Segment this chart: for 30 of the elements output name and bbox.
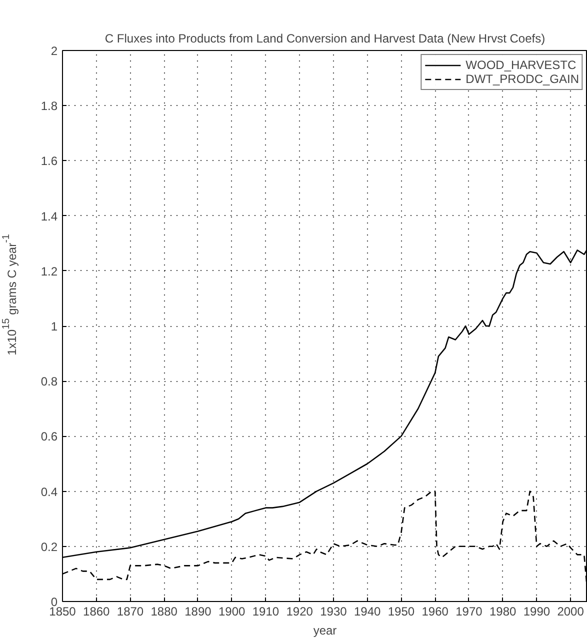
y-tick-label: 1.2 (40, 264, 58, 278)
x-tick-label: 1850 (49, 604, 76, 618)
x-axis-title: year (313, 624, 337, 638)
x-tick-label: 1970 (456, 604, 483, 618)
chart-title: C Fluxes into Products from Land Conversion and Harvest Data (New Hrvst Coefs) (104, 32, 546, 46)
x-tick-label: 2000 (557, 604, 584, 618)
x-tick-label: 1860 (83, 604, 110, 618)
legend-label: WOOD_HARVESTC (466, 58, 576, 72)
legend-label: DWT_PRODC_GAIN (466, 72, 579, 86)
y-tick-label: 0.2 (40, 540, 58, 554)
x-tick-label: 1910 (252, 604, 280, 618)
x-tick-label: 1990 (523, 604, 550, 618)
x-tick-label: 1870 (116, 604, 144, 618)
x-tick-label: 1930 (320, 604, 348, 618)
x-tick-label: 1900 (218, 604, 246, 618)
x-tick-label: 1960 (422, 604, 449, 618)
y-tick-label: 1.8 (40, 99, 58, 114)
x-tick-label: 1890 (184, 604, 212, 618)
x-tick-label: 1980 (489, 604, 516, 618)
y-tick-label: 0.4 (40, 484, 58, 499)
y-tick-label: 2 (50, 44, 58, 58)
x-tick-label: 1940 (354, 604, 382, 618)
y-tick-label: 0.8 (40, 374, 58, 389)
y-tick-label: 1.4 (40, 209, 58, 224)
y-tick-label: 0.6 (40, 430, 58, 444)
y-tick-label: 1.6 (40, 154, 58, 168)
x-tick-label: 1920 (286, 604, 314, 618)
y-tick-label: 1 (50, 320, 58, 334)
x-tick-label: 1950 (388, 604, 415, 618)
x-tick-label: 1880 (150, 604, 178, 618)
